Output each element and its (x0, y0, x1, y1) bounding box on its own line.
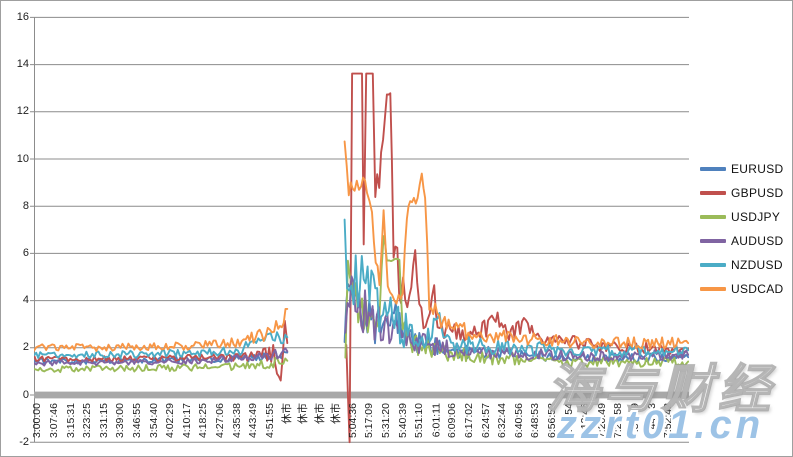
x-tick-text: 6:40:56 (512, 403, 525, 439)
x-tick-text: 4:02:29 (164, 403, 177, 439)
y-tick-label-10: 10 (16, 152, 29, 165)
y-tick-label-0: 0 (22, 388, 29, 401)
y-tick-label--2: -2 (19, 435, 29, 448)
series-line-usdjpy (344, 235, 689, 368)
x-tick-text: 4:35:38 (230, 403, 243, 439)
x-tick-text: 4:43:49 (247, 403, 260, 439)
x-tick-text: 6:32:44 (496, 403, 509, 439)
x-tick-text: 3:31:15 (97, 403, 110, 439)
x-tick-text: 6:01:11 (429, 403, 442, 438)
x-tick-text: 7:44:43 (645, 403, 658, 439)
series-line-usdjpy (34, 356, 289, 374)
x-tick-text: 6:48:53 (529, 403, 542, 439)
series-line-usdcad (34, 307, 289, 352)
x-tick-text: 7:20:49 (595, 403, 608, 439)
x-tick-text: 6:17:02 (463, 403, 476, 439)
x-tick-text: 4:10:17 (180, 403, 193, 439)
legend: EURUSD GBPUSD USDJPY AUDUSD NZDUSD USDCAD (700, 157, 783, 301)
legend-item-nzdusd: NZDUSD (700, 253, 783, 277)
x-tick-text: 休市 (330, 403, 343, 424)
series-line-nzdusd (34, 331, 289, 359)
x-tick-text: 3:23:25 (81, 403, 94, 439)
x-tick-text: 4:18:25 (197, 403, 210, 439)
y-tick-label-4: 4 (22, 294, 29, 307)
x-tick-text: 6:09:06 (446, 403, 459, 439)
legend-label: AUDUSD (731, 234, 784, 248)
series-line-nzdusd (343, 218, 689, 358)
x-tick-text: 5:17:09 (363, 403, 376, 439)
series-line-gbpusd (34, 319, 289, 382)
legend-item-audusd: AUDUSD (700, 229, 783, 253)
legend-swatch-icon (700, 239, 726, 243)
x-tick-text: 3:54:40 (147, 403, 160, 439)
y-tick-label-16: 16 (16, 10, 29, 23)
legend-label: EURUSD (731, 162, 784, 176)
x-tick-text: 5:40:39 (396, 403, 409, 439)
x-tick-text: 7:52:42 (662, 403, 675, 439)
legend-swatch-icon (700, 167, 726, 171)
x-tick-text: 3:15:31 (64, 403, 77, 439)
x-tick-text: 4:51:55 (263, 403, 276, 439)
y-tick-label-6: 6 (22, 246, 29, 259)
series-line-usdcad (343, 140, 689, 350)
legend-item-usdjpy: USDJPY (700, 205, 783, 229)
y-tick-label-12: 12 (16, 105, 29, 118)
legend-swatch-icon (700, 287, 726, 291)
y-tick-label-8: 8 (22, 199, 29, 212)
legend-label: USDJPY (731, 210, 781, 224)
x-tick-text: 7:04:54 (562, 403, 575, 439)
x-tick-text: 3:46:55 (131, 403, 144, 439)
legend-swatch-icon (700, 191, 726, 195)
x-tick-text: 7:36:49 (629, 403, 642, 439)
legend-label: GBPUSD (731, 186, 784, 200)
legend-item-gbpusd: GBPUSD (700, 181, 783, 205)
y-tick-label-14: 14 (16, 58, 29, 71)
x-tick-text: 3:07:46 (48, 403, 61, 439)
series-line-audusd (34, 347, 289, 367)
x-tick-text: 4:27:06 (214, 403, 227, 439)
x-tick-text: 6:56:52 (546, 403, 559, 439)
y-tick-label-2: 2 (22, 341, 29, 354)
x-tick-text: 3:00:00 (31, 403, 44, 439)
legend-swatch-icon (700, 215, 726, 219)
x-tick-text: 7:12:46 (579, 403, 592, 439)
legend-item-usdcad: USDCAD (700, 277, 783, 301)
zero-axis-band (34, 391, 689, 399)
x-tick-text: 休市 (297, 403, 310, 424)
legend-item-eurusd: EURUSD (700, 157, 783, 181)
legend-swatch-icon (700, 263, 726, 267)
x-tick-text: 休市 (280, 403, 293, 424)
x-tick-text: 3:39:00 (114, 403, 127, 439)
x-tick-text: 5:31:20 (380, 403, 393, 439)
series-line-gbpusd (345, 72, 689, 444)
x-tick-text: 休市 (313, 403, 326, 424)
x-tick-text: 5:04:36 (346, 403, 359, 439)
x-tick-text: 5:51:10 (413, 403, 426, 439)
legend-label: NZDUSD (731, 258, 783, 272)
x-tick-text: 7:28:58 (612, 403, 625, 439)
legend-label: USDCAD (731, 282, 784, 296)
x-tick-text: 6:24:57 (479, 403, 492, 439)
